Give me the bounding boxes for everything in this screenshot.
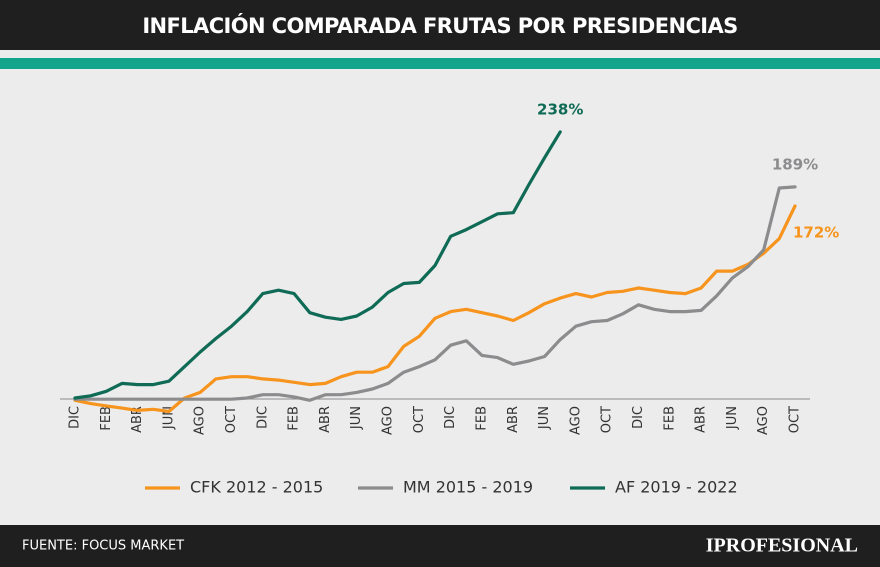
x-tick-label: DIC — [255, 406, 270, 429]
x-tick-label: DIC — [68, 406, 83, 429]
chart-title: INFLACIÓN COMPARADA FRUTAS POR PRESIDENC… — [142, 13, 737, 38]
x-tick-label: AGO — [756, 406, 771, 435]
x-tick-label: OCT — [788, 406, 803, 433]
x-tick-label: AGO — [381, 406, 396, 435]
data-label: 172% — [793, 223, 839, 241]
legend-label: MM 2015 - 2019 — [403, 478, 533, 497]
x-tick-label: ABR — [694, 406, 709, 433]
series-line — [73, 130, 562, 400]
brand: IPROFESIONAL — [706, 535, 858, 557]
series-line — [73, 185, 797, 402]
x-tick-label: OCT — [412, 406, 427, 433]
x-tick-label: DIC — [443, 406, 458, 429]
x-tick-label: FEB — [287, 406, 302, 431]
accent-stripe — [0, 58, 880, 69]
x-tick-label: ABR — [506, 406, 521, 433]
source: FUENTE: FOCUS MARKET — [22, 539, 184, 554]
x-tick-label: DIC — [631, 406, 646, 429]
x-tick-label: OCT — [224, 406, 239, 433]
x-tick-label: JUN — [537, 406, 552, 430]
x-tick-label: AGO — [193, 406, 208, 435]
x-tick-label: JUN — [725, 406, 740, 430]
legend-label: AF 2019 - 2022 — [615, 478, 738, 497]
legend-label: CFK 2012 - 2015 — [190, 478, 323, 497]
x-tick-label: OCT — [600, 406, 615, 433]
x-tick-label: AGO — [568, 406, 583, 435]
x-tick-label: FEB — [662, 406, 677, 431]
series-line — [73, 204, 797, 414]
x-tick-label: JUN — [349, 406, 364, 430]
footer-bar — [0, 525, 880, 567]
header-bar — [0, 0, 880, 50]
x-tick-label: FEB — [99, 406, 114, 431]
x-tick-label: ABR — [318, 406, 333, 433]
data-label: 189% — [772, 155, 818, 173]
x-tick-label: FEB — [474, 406, 489, 431]
data-label: 238% — [537, 100, 583, 118]
x-tick-label: ABR — [130, 406, 145, 433]
